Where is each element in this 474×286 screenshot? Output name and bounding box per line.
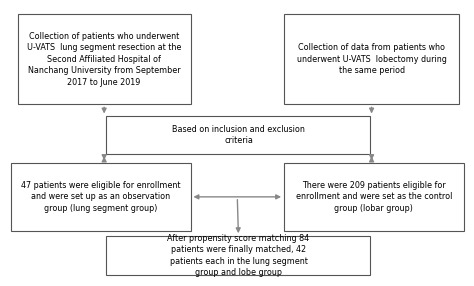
- Text: Based on inclusion and exclusion
criteria: Based on inclusion and exclusion criteri…: [172, 125, 305, 145]
- FancyBboxPatch shape: [284, 14, 459, 104]
- Text: After propensity score matching 84
patients were finally matched, 42
patients ea: After propensity score matching 84 patie…: [167, 234, 310, 277]
- FancyBboxPatch shape: [107, 236, 370, 275]
- FancyBboxPatch shape: [18, 14, 191, 104]
- FancyBboxPatch shape: [284, 163, 464, 231]
- Text: Collection of data from patients who
underwent U-VATS  lobectomy during
the same: Collection of data from patients who und…: [297, 43, 447, 75]
- Text: Collection of patients who underwent
U-VATS  lung segment resection at the
Secon: Collection of patients who underwent U-V…: [27, 32, 182, 87]
- FancyBboxPatch shape: [107, 116, 370, 154]
- Text: There were 209 patients eligible for
enrollment and were set as the control
grou: There were 209 patients eligible for enr…: [296, 181, 452, 213]
- FancyBboxPatch shape: [11, 163, 191, 231]
- Text: 47 patients were eligible for enrollment
and were set up as an observation
group: 47 patients were eligible for enrollment…: [21, 181, 181, 213]
